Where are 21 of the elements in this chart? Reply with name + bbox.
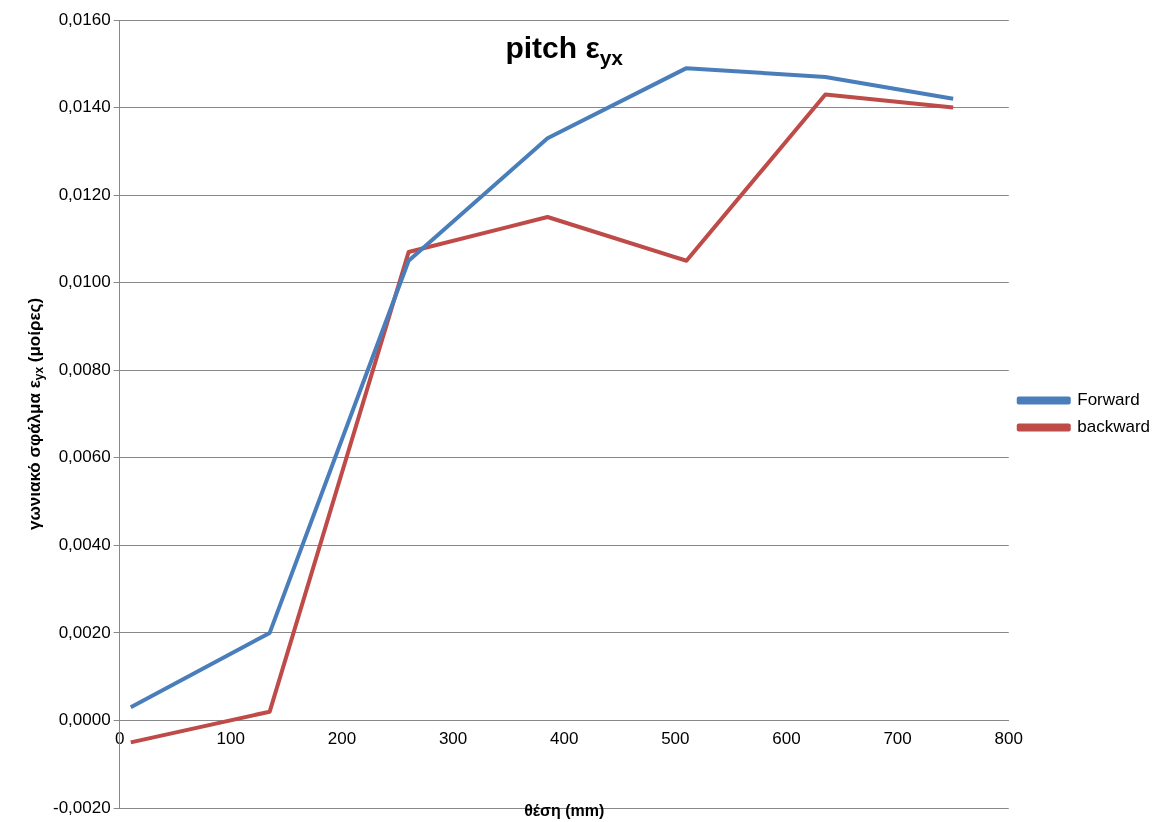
y-tick-label: 0,0040	[58, 535, 111, 555]
y-tick-label: 0,0100	[58, 272, 111, 292]
y-tick-label: 0,0120	[58, 184, 111, 204]
x-tick-label: 300	[438, 729, 468, 749]
legend-label: backward	[1077, 417, 1151, 437]
legend-label: Forward	[1077, 390, 1140, 410]
x-tick-label: 500	[661, 729, 690, 749]
x-tick-label: 700	[883, 729, 912, 749]
x-tick-label: 600	[772, 729, 801, 749]
y-tick-label: 0,0080	[58, 359, 111, 379]
y-tick-label: 0,0000	[58, 710, 111, 730]
x-tick-label: 400	[550, 729, 579, 749]
y-tick-label: 0,0140	[58, 97, 111, 117]
x-axis-title: θέση (mm)	[524, 802, 605, 820]
y-tick-label: -0,0020	[52, 797, 111, 817]
y-tick-label: 0,0060	[58, 447, 111, 467]
x-tick-label: 800	[994, 729, 1023, 749]
x-tick-label: 200	[327, 729, 357, 749]
y-tick-label: 0,0020	[58, 622, 111, 642]
y-tick-label: 0,0160	[58, 9, 111, 29]
x-tick-label: 100	[216, 729, 245, 749]
